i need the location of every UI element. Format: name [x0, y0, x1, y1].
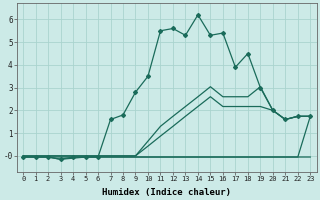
X-axis label: Humidex (Indice chaleur): Humidex (Indice chaleur): [102, 188, 231, 197]
